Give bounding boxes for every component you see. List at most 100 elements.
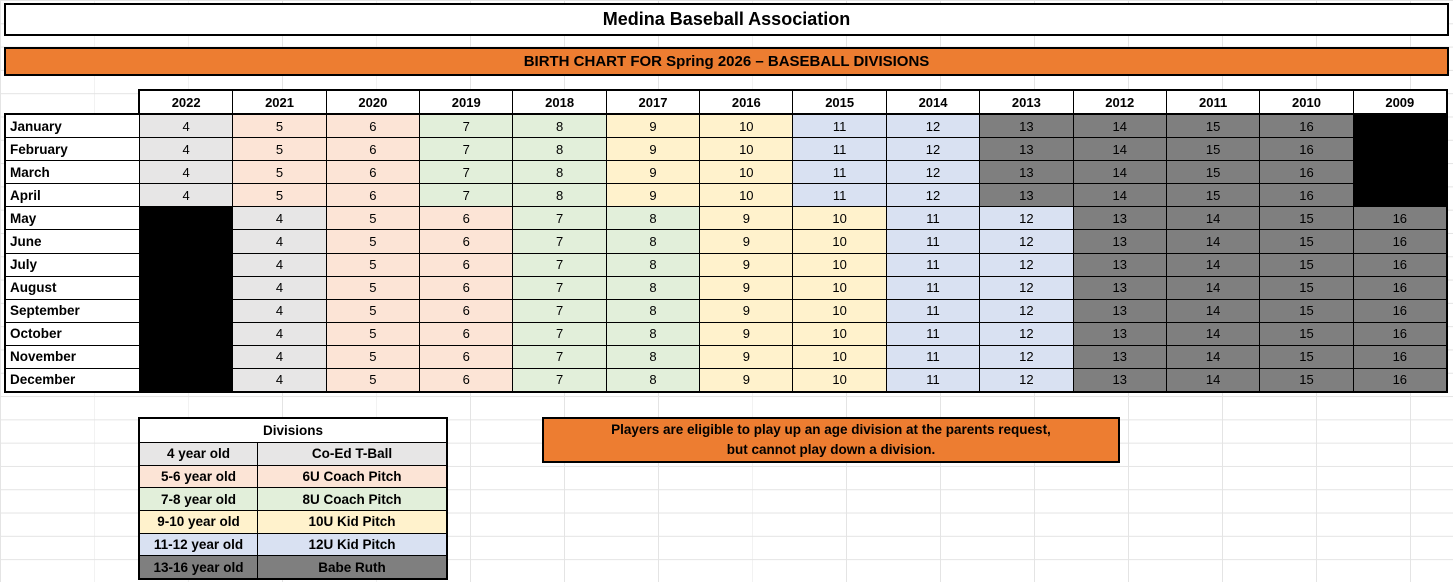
age-cell: 8: [513, 161, 606, 184]
age-cell: 4: [233, 230, 326, 253]
age-cell: 15: [1260, 230, 1353, 253]
age-cell: 10: [793, 322, 886, 345]
age-cell: 5: [233, 115, 326, 138]
age-cell: 16: [1260, 161, 1353, 184]
blank-cell: [140, 207, 233, 230]
age-cell: 5: [233, 184, 326, 207]
legend-age-6u: 5-6 year old: [140, 465, 257, 488]
blank-cell: [140, 276, 233, 299]
age-cell: 15: [1260, 345, 1353, 368]
year-header-2021: 2021: [233, 91, 326, 113]
age-cell: 12: [980, 368, 1073, 391]
blank-cell: [1353, 184, 1446, 207]
age-cell: 15: [1166, 161, 1260, 184]
age-cell: 11: [793, 115, 886, 138]
age-cell: 10: [700, 115, 793, 138]
age-cell: 12: [980, 345, 1073, 368]
age-cell: 8: [606, 322, 700, 345]
month-label-august: August: [6, 276, 139, 299]
legend-age-10u: 9-10 year old: [140, 510, 257, 533]
year-header-2022: 2022: [140, 91, 233, 113]
age-cell: 9: [606, 115, 700, 138]
age-cell: 13: [1073, 345, 1166, 368]
age-cell: 6: [420, 368, 513, 391]
age-cell: 14: [1166, 230, 1260, 253]
age-cell: 11: [886, 207, 980, 230]
age-cell: 6: [420, 322, 513, 345]
age-cell: 10: [793, 230, 886, 253]
age-cell: 12: [886, 138, 980, 161]
age-cell: 5: [326, 207, 420, 230]
age-cell: 13: [1073, 322, 1166, 345]
age-cell: 10: [793, 276, 886, 299]
year-header-row: 2022 2021 2020 2019 2018 2017 2016 2015 2014 2013…: [138, 89, 1448, 113]
year-header-2020: 2020: [326, 91, 420, 113]
blank-cell: [1353, 161, 1446, 184]
age-cell: 11: [886, 253, 980, 276]
age-cell: 7: [513, 207, 606, 230]
age-cell: 10: [793, 299, 886, 322]
age-cell: 7: [420, 138, 513, 161]
age-cell: 15: [1260, 368, 1353, 391]
blank-cell: [140, 322, 233, 345]
age-cell: 14: [1073, 115, 1166, 138]
age-cell: 4: [140, 184, 233, 207]
age-cell: 8: [606, 230, 700, 253]
age-cell: 6: [420, 253, 513, 276]
legend-division-tball: Co-Ed T-Ball: [258, 443, 446, 465]
age-cell: 9: [700, 322, 793, 345]
age-cell: 13: [1073, 230, 1166, 253]
age-cell: 13: [980, 115, 1073, 138]
age-cell: 15: [1166, 184, 1260, 207]
age-cell: 16: [1260, 115, 1353, 138]
age-cell: 11: [793, 161, 886, 184]
month-label-october: October: [6, 322, 139, 345]
age-cell: 10: [793, 345, 886, 368]
blank-cell: [140, 253, 233, 276]
eligibility-note-line1: Players are eligible to play up an age d…: [611, 422, 1051, 437]
age-cell: 9: [700, 253, 793, 276]
age-cell: 14: [1166, 299, 1260, 322]
year-header-2013: 2013: [980, 91, 1073, 113]
age-cell: 14: [1073, 184, 1166, 207]
birth-chart-banner: BIRTH CHART FOR Spring 2026 – BASEBALL D…: [4, 47, 1449, 76]
age-cell: 9: [700, 230, 793, 253]
age-cell: 5: [326, 299, 420, 322]
age-cell: 5: [326, 368, 420, 391]
month-label-november: November: [6, 345, 139, 368]
month-label-july: July: [6, 253, 139, 276]
age-cell: 12: [980, 322, 1073, 345]
age-cell: 16: [1353, 207, 1446, 230]
age-cell: 13: [980, 184, 1073, 207]
blank-cell: [1353, 138, 1446, 161]
age-cell: 5: [326, 345, 420, 368]
age-cell: 9: [700, 345, 793, 368]
age-cell: 4: [233, 322, 326, 345]
birth-chart-table: January 4 5 6 7 8 9 10 11 12 13 14 15 16 February 4 5 6 7 8…: [4, 113, 1448, 393]
year-header-2009: 2009: [1353, 91, 1446, 113]
age-cell: 14: [1166, 207, 1260, 230]
month-label-september: September: [6, 299, 139, 322]
age-cell: 12: [886, 184, 980, 207]
age-cell: 4: [233, 299, 326, 322]
age-cell: 16: [1353, 276, 1446, 299]
age-cell: 5: [326, 253, 420, 276]
age-cell: 6: [326, 138, 420, 161]
age-cell: 13: [1073, 368, 1166, 391]
age-cell: 4: [140, 115, 233, 138]
age-cell: 16: [1353, 230, 1446, 253]
age-cell: 16: [1353, 253, 1446, 276]
age-cell: 12: [980, 253, 1073, 276]
age-cell: 11: [886, 299, 980, 322]
age-cell: 5: [233, 138, 326, 161]
age-cell: 15: [1166, 138, 1260, 161]
legend-division-12u: 12U Kid Pitch: [258, 533, 446, 556]
blank-cell: [140, 230, 233, 253]
age-cell: 6: [420, 276, 513, 299]
legend-age-tball: 4 year old: [140, 443, 257, 465]
divisions-legend-header: Divisions: [140, 419, 446, 442]
age-cell: 9: [606, 138, 700, 161]
year-header-2010: 2010: [1260, 91, 1353, 113]
age-cell: 7: [513, 345, 606, 368]
month-label-march: March: [6, 161, 139, 184]
